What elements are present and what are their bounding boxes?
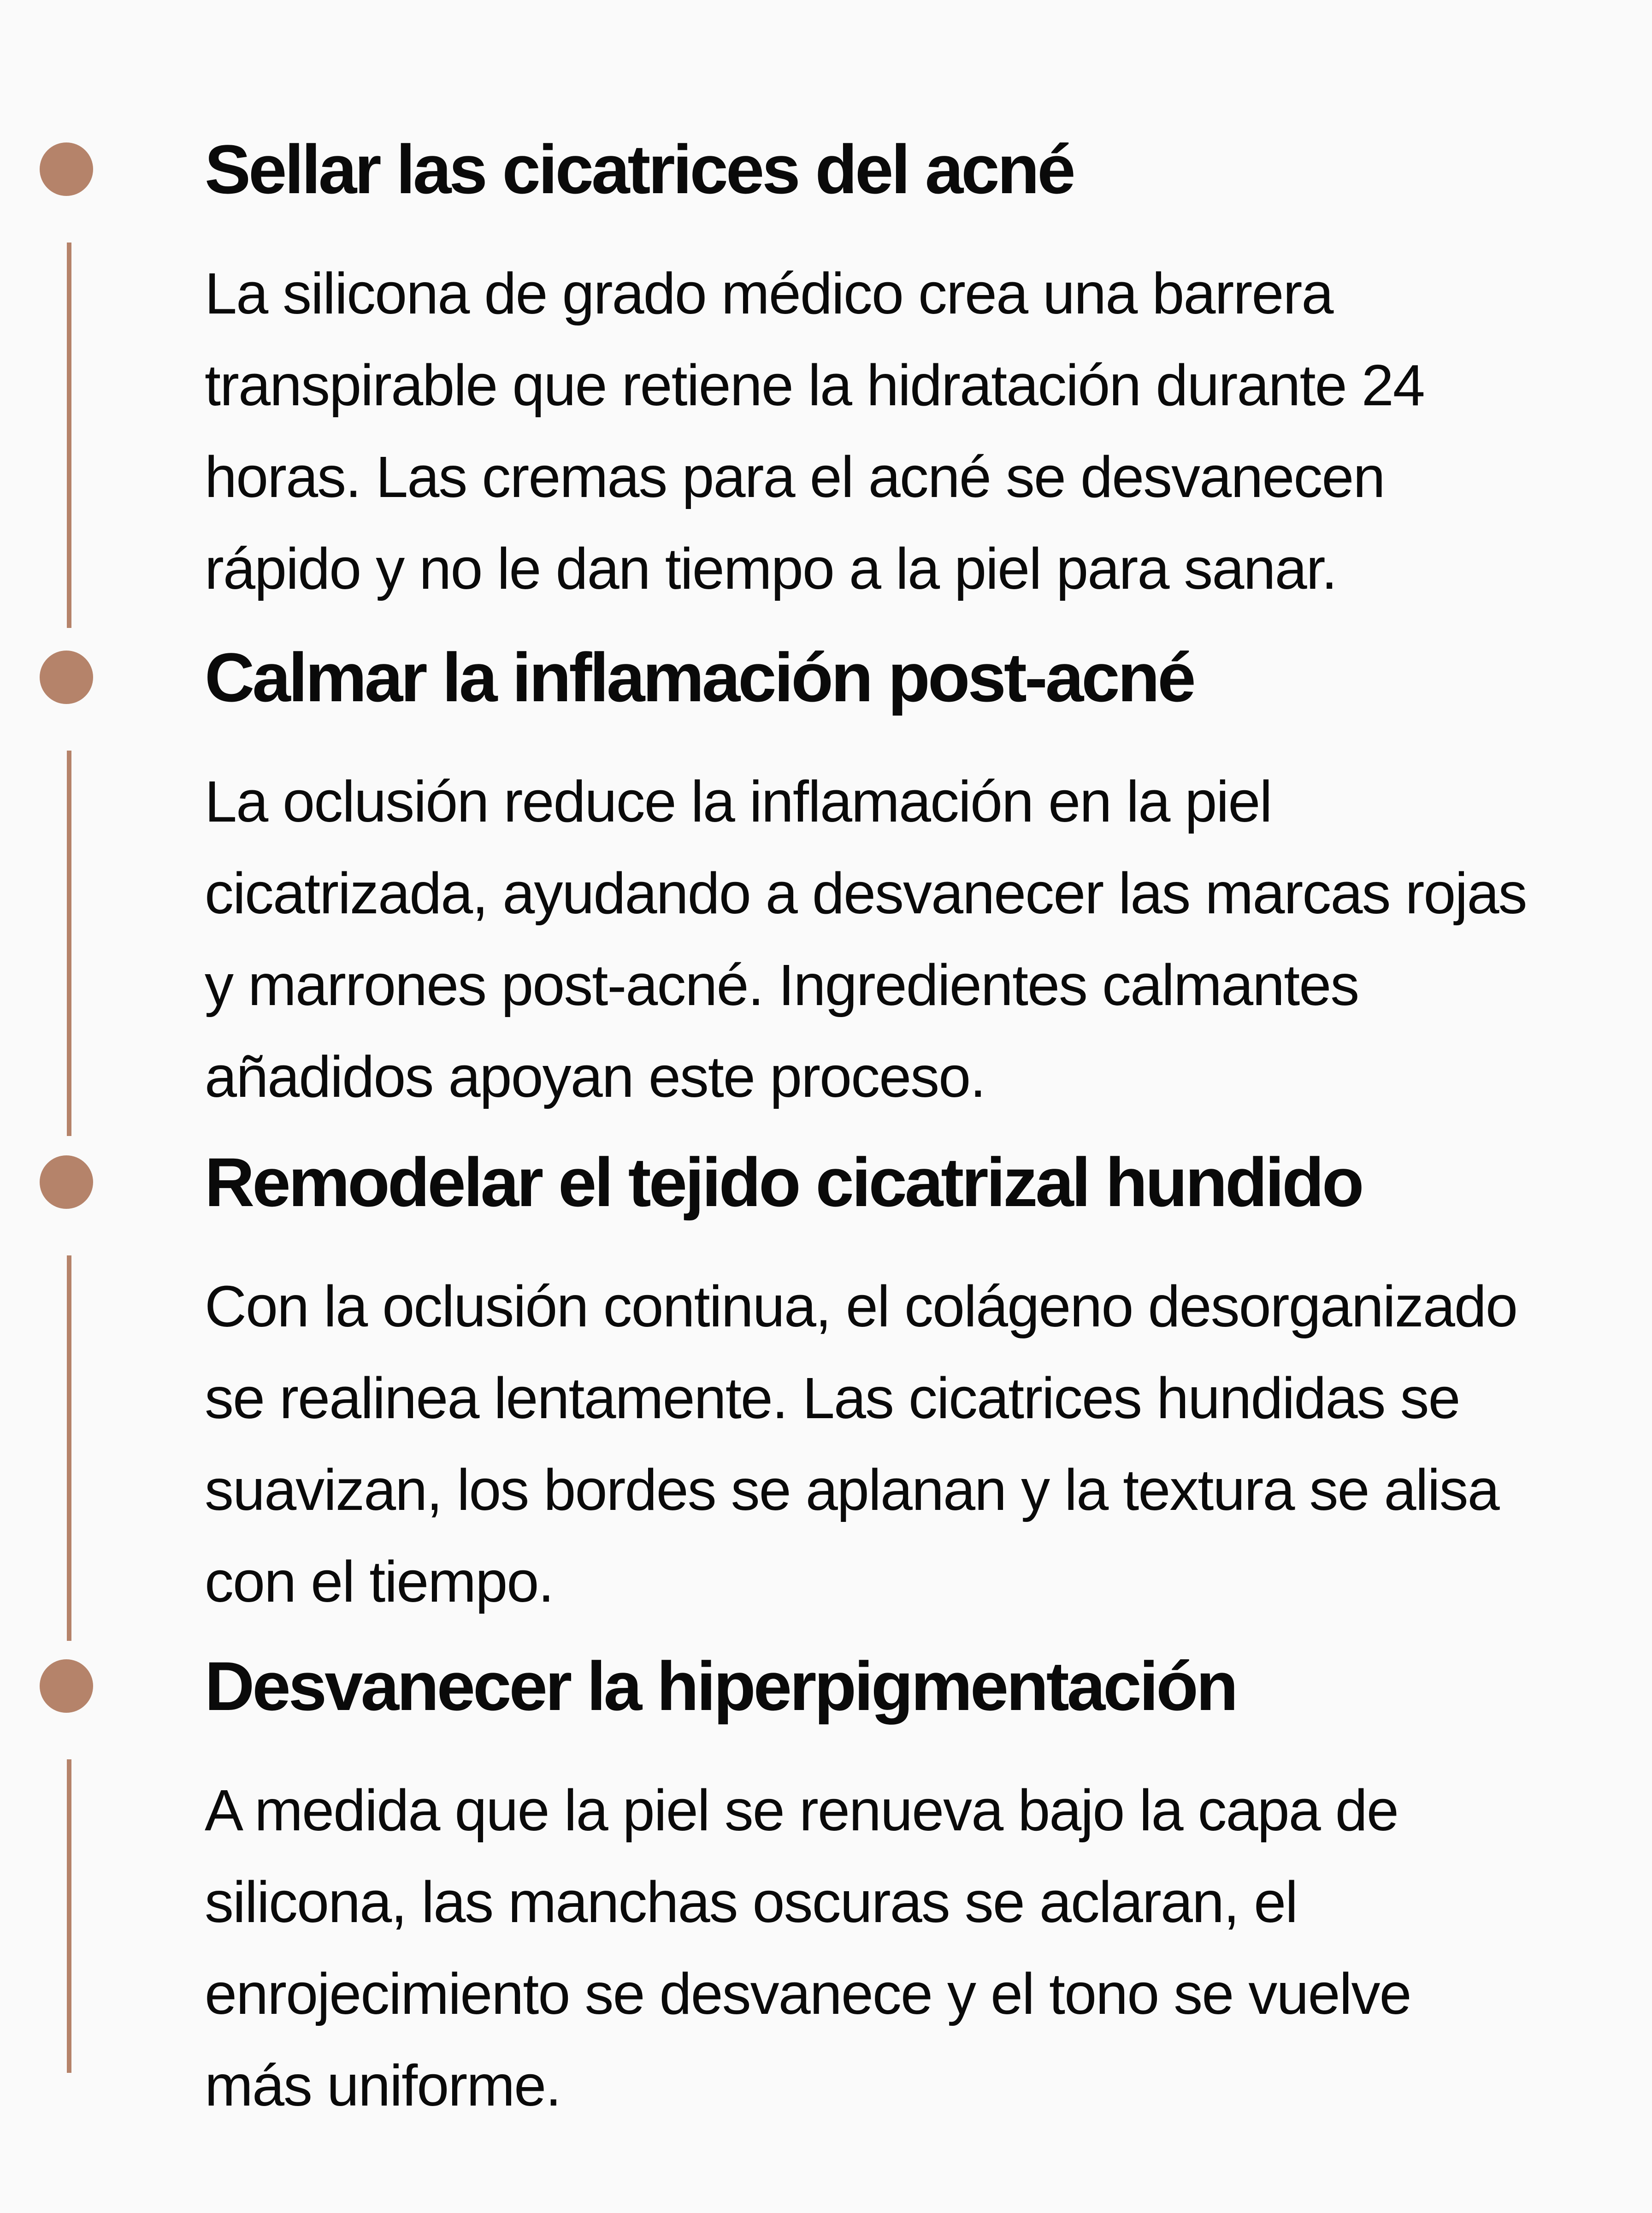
description-line: silicona, las manchas oscuras se aclaran… — [205, 1870, 1298, 1935]
description-line: cicatrizada, ayudando a desvanecer las m… — [205, 861, 1528, 926]
description-line: transpirable que retiene la hidratación … — [205, 353, 1425, 418]
description-line: se realinea lentamente. Las cicatrices h… — [205, 1366, 1461, 1431]
description-line: suavizan, los bordes se aplanan y la tex… — [205, 1457, 1500, 1522]
timeline-dot-icon — [40, 1155, 93, 1209]
description-line: y marrones post-acné. Ingredientes calma… — [205, 953, 1359, 1018]
section-description: La silicona de grado médico crea una bar… — [205, 248, 1425, 615]
timeline-dot-icon — [40, 1659, 93, 1713]
description-line: rápido y no le dan tiempo a la piel para… — [205, 536, 1338, 601]
timeline-connector-line — [67, 751, 71, 1136]
timeline-dot-icon — [40, 142, 93, 196]
timeline-connector-line — [67, 243, 71, 628]
section-title: Calmar la inflamación post-acné — [205, 639, 1196, 716]
timeline-dot-icon — [40, 651, 93, 704]
description-line: más uniforme. — [205, 2053, 561, 2118]
timeline-section-fade-hyperpigmentation: Desvanecer la hiperpigmentación A medida… — [0, 1647, 1652, 2191]
description-line: La silicona de grado médico crea una bar… — [205, 261, 1334, 326]
timeline-section-calm-inflammation: Calmar la inflamación post-acné La oclus… — [0, 639, 1652, 1183]
section-description: Con la oclusión continua, el colágeno de… — [205, 1260, 1518, 1627]
description-line: enrojecimiento se desvanece y el tono se… — [205, 1961, 1412, 2026]
section-description: A medida que la piel se renueva bajo la … — [205, 1764, 1412, 2131]
section-title: Sellar las cicatrices del acné — [205, 130, 1076, 208]
description-line: Con la oclusión continua, el colágeno de… — [205, 1274, 1518, 1339]
description-line: horas. Las cremas para el acné se desvan… — [205, 444, 1386, 509]
section-title: Desvanecer la hiperpigmentación — [205, 1647, 1239, 1725]
timeline-connector-line — [67, 1255, 71, 1641]
description-line: La oclusión reduce la inflamación en la … — [205, 769, 1272, 834]
timeline-section-seal-scars: Sellar las cicatrices del acné La silico… — [0, 130, 1652, 675]
timeline-section-remodel-tissue: Remodelar el tejido cicatrizal hundido C… — [0, 1143, 1652, 1687]
section-title: Remodelar el tejido cicatrizal hundido — [205, 1143, 1364, 1221]
description-line: con el tiempo. — [205, 1549, 554, 1614]
description-line: añadidos apoyan este proceso. — [205, 1044, 986, 1109]
section-description: La oclusión reduce la inflamación en la … — [205, 756, 1528, 1123]
description-line: A medida que la piel se renueva bajo la … — [205, 1778, 1399, 1843]
timeline-connector-line — [67, 1759, 71, 2073]
